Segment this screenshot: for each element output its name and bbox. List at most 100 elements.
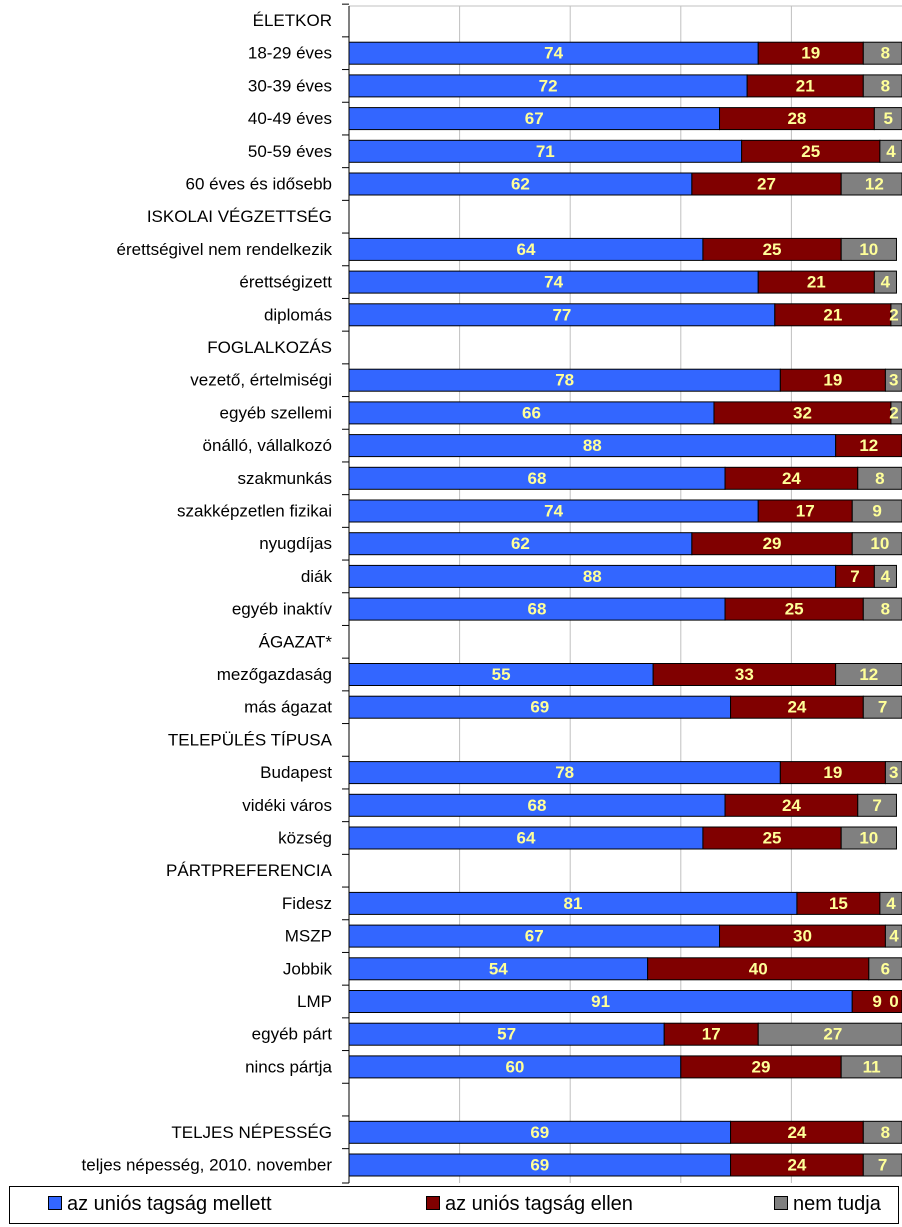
category-label: vidéki város [242, 796, 332, 815]
value-label-ellen: 28 [787, 109, 806, 128]
group-header-label: PÁRTPREFERENCIA [166, 861, 333, 880]
bar-nem-tudja [890, 303, 902, 327]
bar-nem-tudja [835, 663, 902, 686]
value-label-ellen: 19 [823, 763, 842, 782]
value-label-mellett: 64 [516, 829, 535, 848]
value-label-ellen: 30 [793, 927, 812, 946]
value-label-mellett: 69 [530, 1156, 549, 1175]
category-label: MSZP [285, 927, 332, 946]
value-label-nem-tudja: 6 [881, 959, 890, 978]
value-label-ellen: 17 [796, 502, 815, 521]
value-label-mellett: 68 [528, 600, 547, 619]
group-header-label: TELEPÜLÉS TÍPUSA [168, 730, 333, 749]
value-label-nem-tudja: 7 [878, 698, 887, 717]
value-label-mellett: 60 [505, 1057, 524, 1076]
category-label: szakmunkás [238, 469, 332, 488]
legend-item-mellett: az uniós tagság mellett [48, 1193, 272, 1216]
value-label-mellett: 62 [511, 534, 530, 553]
category-label: diplomás [264, 305, 332, 324]
category-label: 30-39 éves [248, 76, 332, 95]
value-label-ellen: 24 [787, 1156, 806, 1175]
value-label-nem-tudja: 8 [881, 600, 890, 619]
legend-item-ellen: az uniós tagság ellen [426, 1193, 633, 1216]
legend-item-nem-tudja: nem tudja [774, 1193, 881, 1216]
legend: az uniós tagság mellett az uniós tagság … [9, 1186, 899, 1224]
value-label-ellen: 25 [763, 829, 782, 848]
legend-swatch-nem-tudja [774, 1195, 788, 1210]
category-label: érettségizett [239, 273, 332, 292]
value-label-mellett: 78 [555, 763, 574, 782]
category-label: 40-49 éves [248, 109, 332, 128]
value-label-ellen: 27 [757, 175, 776, 194]
value-label-nem-tudja: 2 [889, 403, 898, 422]
category-label: vezető, értelmiségi [190, 371, 332, 390]
category-label: LMP [297, 992, 332, 1011]
value-label-mellett: 74 [544, 44, 563, 63]
value-label-nem-tudja: 10 [870, 534, 889, 553]
value-label-mellett: 69 [530, 698, 549, 717]
value-label-ellen: 29 [763, 534, 782, 553]
bar-nem-tudja [873, 270, 897, 294]
category-label: Budapest [260, 763, 332, 782]
value-label-nem-tudja: 12 [865, 175, 884, 194]
bar-nem-tudja [840, 237, 897, 261]
value-label-ellen: 29 [752, 1057, 771, 1076]
value-label-mellett: 64 [516, 240, 535, 259]
value-label-mellett: 62 [511, 175, 530, 194]
value-label-mellett: 78 [555, 371, 574, 390]
value-label-ellen: 24 [782, 469, 801, 488]
category-label: önálló, vállalkozó [203, 436, 332, 455]
legend-label-nem-tudja: nem tudja [793, 1193, 881, 1215]
value-label-nem-tudja: 8 [881, 44, 890, 63]
bar-ellen [835, 434, 902, 458]
value-label-ellen: 24 [787, 698, 806, 717]
bar-nem-tudja [890, 401, 902, 425]
value-label-mellett: 68 [528, 796, 547, 815]
value-label-ellen: 25 [801, 142, 820, 161]
value-label-mellett: 54 [489, 959, 508, 978]
category-label: más ágazat [244, 698, 332, 717]
value-label-ellen: 33 [735, 665, 754, 684]
value-label-nem-tudja: 12 [859, 665, 878, 684]
value-label-ellen: 24 [782, 796, 801, 815]
value-label-mellett: 71 [536, 142, 555, 161]
bar-nem-tudja [857, 466, 902, 490]
category-label: szakképzetlen fizikai [177, 502, 332, 521]
value-label-nem-tudja: 8 [881, 76, 890, 95]
group-header-label: ÁGAZAT* [259, 632, 333, 651]
legend-swatch-ellen [426, 1195, 440, 1210]
value-label-nem-tudja: 0 [889, 992, 898, 1011]
value-label-ellen: 15 [829, 894, 848, 913]
value-label-mellett: 67 [525, 927, 544, 946]
category-label: egyéb párt [252, 1025, 333, 1044]
value-label-mellett: 88 [583, 436, 602, 455]
value-label-nem-tudja: 7 [878, 1156, 887, 1175]
category-label: 50-59 éves [248, 142, 332, 161]
value-label-ellen: 25 [763, 240, 782, 259]
group-header-label: ÉLETKOR [253, 11, 332, 30]
value-label-mellett: 67 [525, 109, 544, 128]
value-label-nem-tudja: 27 [823, 1025, 842, 1044]
value-label-mellett: 68 [528, 469, 547, 488]
value-label-ellen: 40 [749, 959, 768, 978]
value-label-nem-tudja: 10 [859, 240, 878, 259]
value-label-mellett: 74 [544, 273, 563, 292]
category-label: Fidesz [282, 894, 332, 913]
value-label-ellen: 9 [872, 992, 881, 1011]
value-label-ellen: 21 [796, 76, 815, 95]
value-label-ellen: 32 [793, 403, 812, 422]
category-label: Jobbik [283, 959, 333, 978]
value-label-nem-tudja: 2 [889, 305, 898, 324]
category-label: egyéb inaktív [232, 600, 333, 619]
value-label-ellen: 21 [823, 305, 842, 324]
value-label-ellen: 25 [785, 600, 804, 619]
value-label-mellett: 72 [539, 76, 558, 95]
value-label-nem-tudja: 3 [889, 763, 898, 782]
category-label: 18-29 éves [248, 44, 332, 63]
category-label: nincs pártja [245, 1057, 332, 1076]
category-label: teljes népesség, 2010. november [82, 1156, 333, 1175]
value-label-mellett: 55 [492, 665, 511, 684]
value-label-ellen: 17 [702, 1025, 721, 1044]
value-label-mellett: 74 [544, 502, 563, 521]
